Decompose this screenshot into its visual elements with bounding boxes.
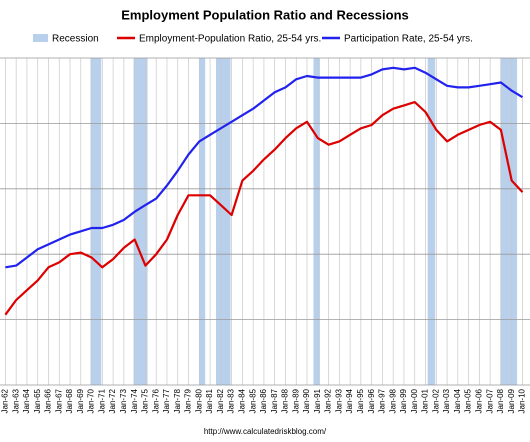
x-tick-label: Jan-90 — [302, 388, 311, 413]
x-tick-label: Jan-06 — [474, 388, 483, 413]
x-tick-label: Jan-67 — [54, 388, 63, 413]
x-tick-label: Jan-79 — [184, 388, 193, 413]
x-tick-label: Jan-63 — [11, 388, 20, 413]
x-tick-label: Jan-78 — [173, 388, 182, 413]
x-tick-label: Jan-98 — [388, 388, 397, 413]
x-tick-label: Jan-83 — [227, 388, 236, 413]
recession-band — [133, 58, 148, 385]
x-tick-label: Jan-84 — [237, 388, 246, 413]
x-tick-label: Jan-81 — [205, 388, 214, 413]
x-tick-label: Jan-66 — [44, 388, 53, 413]
x-tick-label: Jan-85 — [248, 388, 257, 413]
x-tick-label: Jan-05 — [464, 388, 473, 413]
x-tick-label: Jan-07 — [485, 388, 494, 413]
chart-title: Employment Population Ratio and Recessio… — [121, 7, 409, 22]
recession-band — [500, 58, 518, 385]
recession-band — [199, 58, 206, 385]
data-line — [4, 101, 524, 316]
x-tick-label: Jan-88 — [281, 388, 290, 413]
x-tick-label: Jan-89 — [291, 388, 300, 413]
x-tick-label: Jan-62 — [0, 388, 9, 413]
recession-band — [427, 58, 436, 385]
x-tick-label: Jan-95 — [356, 388, 365, 413]
x-tick-label: Jan-10 — [518, 388, 527, 413]
x-tick-label: Jan-96 — [367, 388, 376, 413]
x-tick-label: Jan-01 — [421, 388, 430, 413]
x-tick-label: Jan-04 — [453, 388, 462, 413]
x-tick-label: Jan-80 — [194, 388, 203, 413]
x-tick-label: Jan-72 — [108, 388, 117, 413]
x-tick-label: Jan-71 — [97, 388, 106, 413]
x-tick-label: Jan-87 — [270, 388, 279, 413]
x-tick-label: Jan-91 — [313, 388, 322, 413]
x-tick-label: Jan-73 — [119, 388, 128, 413]
x-tick-label: Jan-68 — [65, 388, 74, 413]
legend-label: Employment-Population Ratio, 25-54 yrs. — [139, 34, 321, 45]
x-tick-label: Jan-00 — [410, 388, 419, 413]
legend-label: Recession — [52, 34, 99, 45]
recession-band — [90, 58, 102, 385]
x-tick-label: Jan-76 — [151, 388, 160, 413]
recession-band — [313, 58, 320, 385]
x-tick-label: Jan-65 — [33, 388, 42, 413]
x-tick-label: Jan-64 — [22, 388, 31, 413]
x-tick-label: Jan-92 — [324, 388, 333, 413]
legend-label: Participation Rate, 25-54 yrs. — [344, 34, 473, 45]
x-tick-label: Jan-02 — [431, 388, 440, 413]
data-line — [5, 66, 524, 269]
x-tick-label: Jan-74 — [130, 388, 139, 413]
x-tick-label: Jan-97 — [378, 388, 387, 413]
x-tick-label: Jan-94 — [345, 388, 354, 413]
x-tick-label: Jan-70 — [87, 388, 96, 413]
source-url: http://www.calculatedriskblog.com/ — [204, 427, 327, 436]
x-tick-label: Jan-99 — [399, 388, 408, 413]
x-tick-label: Jan-69 — [76, 388, 85, 413]
x-tick-label: Jan-75 — [141, 388, 150, 413]
x-tick-label: Jan-86 — [259, 388, 268, 413]
recession-band — [215, 58, 231, 385]
x-tick-label: Jan-82 — [216, 388, 225, 413]
x-tick-label: Jan-09 — [507, 388, 516, 413]
x-tick-label: Jan-03 — [442, 388, 451, 413]
x-tick-label: Jan-77 — [162, 388, 171, 413]
x-tick-label: Jan-93 — [334, 388, 343, 413]
legend-swatch — [33, 34, 48, 42]
x-tick-label: Jan-08 — [496, 388, 505, 413]
